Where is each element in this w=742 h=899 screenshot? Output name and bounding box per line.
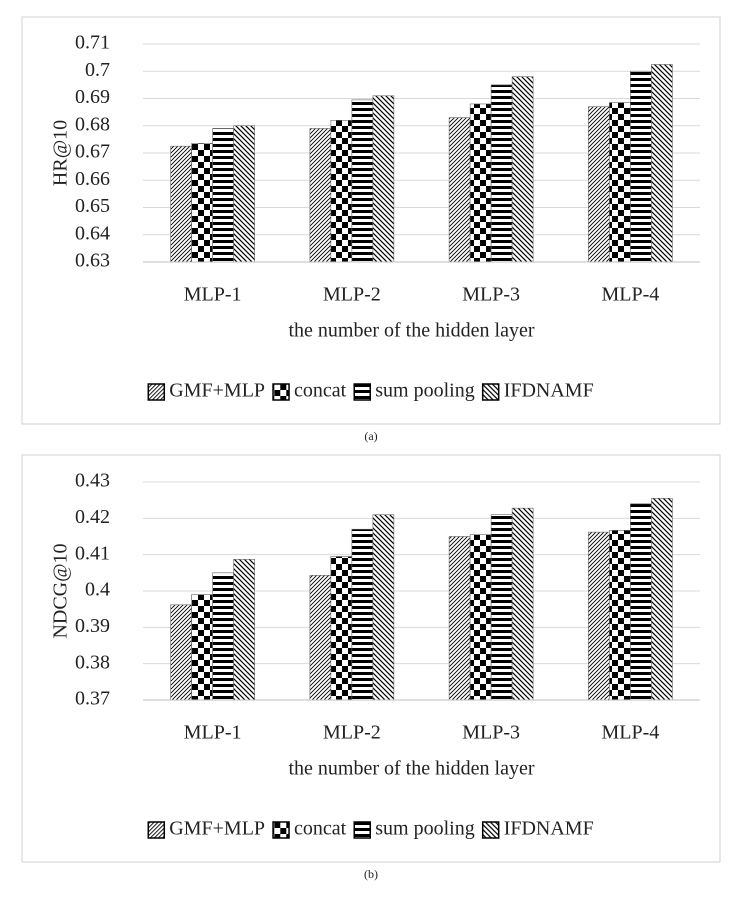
x-axis-title: the number of the hidden layer xyxy=(288,320,534,342)
legend-label: sum pooling xyxy=(375,380,474,402)
y-tick-label: 0.68 xyxy=(75,113,110,135)
bar xyxy=(651,64,673,263)
y-tick-label: 0.41 xyxy=(75,542,110,564)
y-tick-label: 0.43 xyxy=(75,470,110,492)
legend: GMF+MLP concat sum pooling IFDNAMF xyxy=(147,818,594,840)
y-tick-label: 0.66 xyxy=(75,168,110,190)
bar xyxy=(511,507,534,701)
bar xyxy=(309,575,332,701)
legend-swatch xyxy=(147,383,166,401)
bar xyxy=(309,128,332,263)
bar xyxy=(191,143,213,263)
bar xyxy=(233,559,255,701)
bar xyxy=(330,556,353,701)
bar xyxy=(372,95,395,263)
legend-label: IFDNAMF xyxy=(504,380,594,402)
bar xyxy=(511,76,534,263)
legend-swatch xyxy=(147,821,166,839)
bar xyxy=(490,514,513,701)
bar xyxy=(490,84,513,263)
y-axis-title: HR@10 xyxy=(50,120,72,186)
bar xyxy=(448,536,471,701)
bar xyxy=(351,99,374,263)
x-tick-label: MLP-2 xyxy=(323,722,381,744)
x-axis-title: the number of the hidden layer xyxy=(288,758,534,780)
caption: (a) xyxy=(364,429,377,443)
legend-label: concat xyxy=(294,818,347,840)
bar xyxy=(351,528,374,701)
x-tick-label: MLP-2 xyxy=(323,284,381,306)
y-tick-label: 0.69 xyxy=(75,86,110,108)
bar xyxy=(191,594,213,701)
legend-label: concat xyxy=(294,380,347,402)
legend-swatch xyxy=(353,383,371,401)
legend-label: GMF+MLP xyxy=(169,380,265,402)
x-tick-label: MLP-4 xyxy=(601,284,659,306)
y-tick-label: 0.7 xyxy=(85,59,110,81)
y-tick-label: 0.37 xyxy=(75,688,110,710)
bar xyxy=(588,106,610,263)
legend-swatch xyxy=(272,821,290,839)
x-tick-label: MLP-4 xyxy=(601,722,659,744)
x-tick-label: MLP-3 xyxy=(462,284,520,306)
bar xyxy=(609,102,631,263)
bar xyxy=(170,604,192,701)
bar xyxy=(212,572,234,701)
y-tick-label: 0.67 xyxy=(75,141,110,163)
legend-label: GMF+MLP xyxy=(169,818,265,840)
bar xyxy=(212,128,234,263)
y-tick-label: 0.42 xyxy=(75,506,110,528)
legend-label: sum pooling xyxy=(375,818,474,840)
y-tick-label: 0.63 xyxy=(75,250,110,272)
y-tick-label: 0.65 xyxy=(75,195,110,217)
legend: GMF+MLP concat sum pooling IFDNAMF xyxy=(147,380,594,402)
bar xyxy=(372,514,395,701)
y-tick-label: 0.64 xyxy=(75,222,110,244)
legend-swatch xyxy=(481,821,500,839)
y-tick-label: 0.4 xyxy=(85,579,110,601)
bar xyxy=(651,498,673,701)
chart: 0.37 0.38 0.39 0.4 0.41 0.42 0.43 MLP-1 MLP-2 MLP… xyxy=(21,454,721,881)
legend-swatch xyxy=(353,821,371,839)
chart-frame xyxy=(21,16,721,425)
y-tick-label: 0.38 xyxy=(75,651,110,673)
y-axis-title: NDCG@10 xyxy=(50,543,72,638)
x-tick-label: MLP-3 xyxy=(462,722,520,744)
bar xyxy=(469,534,492,701)
legend-label: IFDNAMF xyxy=(504,818,594,840)
chart-frame xyxy=(21,454,721,863)
x-tick-label: MLP-1 xyxy=(184,284,242,306)
bar xyxy=(330,120,353,263)
x-tick-label: MLP-1 xyxy=(184,722,242,744)
legend-swatch xyxy=(481,383,500,401)
bar xyxy=(233,125,255,263)
bar xyxy=(448,117,471,263)
bar xyxy=(630,503,652,701)
y-tick-label: 0.39 xyxy=(75,615,110,637)
bar xyxy=(469,103,492,263)
caption: (b) xyxy=(364,867,378,881)
bar xyxy=(170,145,192,263)
bar xyxy=(609,530,631,701)
chart: 0.63 0.64 0.65 0.66 0.67 0.68 0.69 0.7 0.71 MLP-1… xyxy=(21,16,721,443)
bar xyxy=(588,531,610,701)
legend-swatch xyxy=(272,383,290,401)
y-tick-label: 0.71 xyxy=(75,32,110,54)
bar xyxy=(630,70,652,263)
